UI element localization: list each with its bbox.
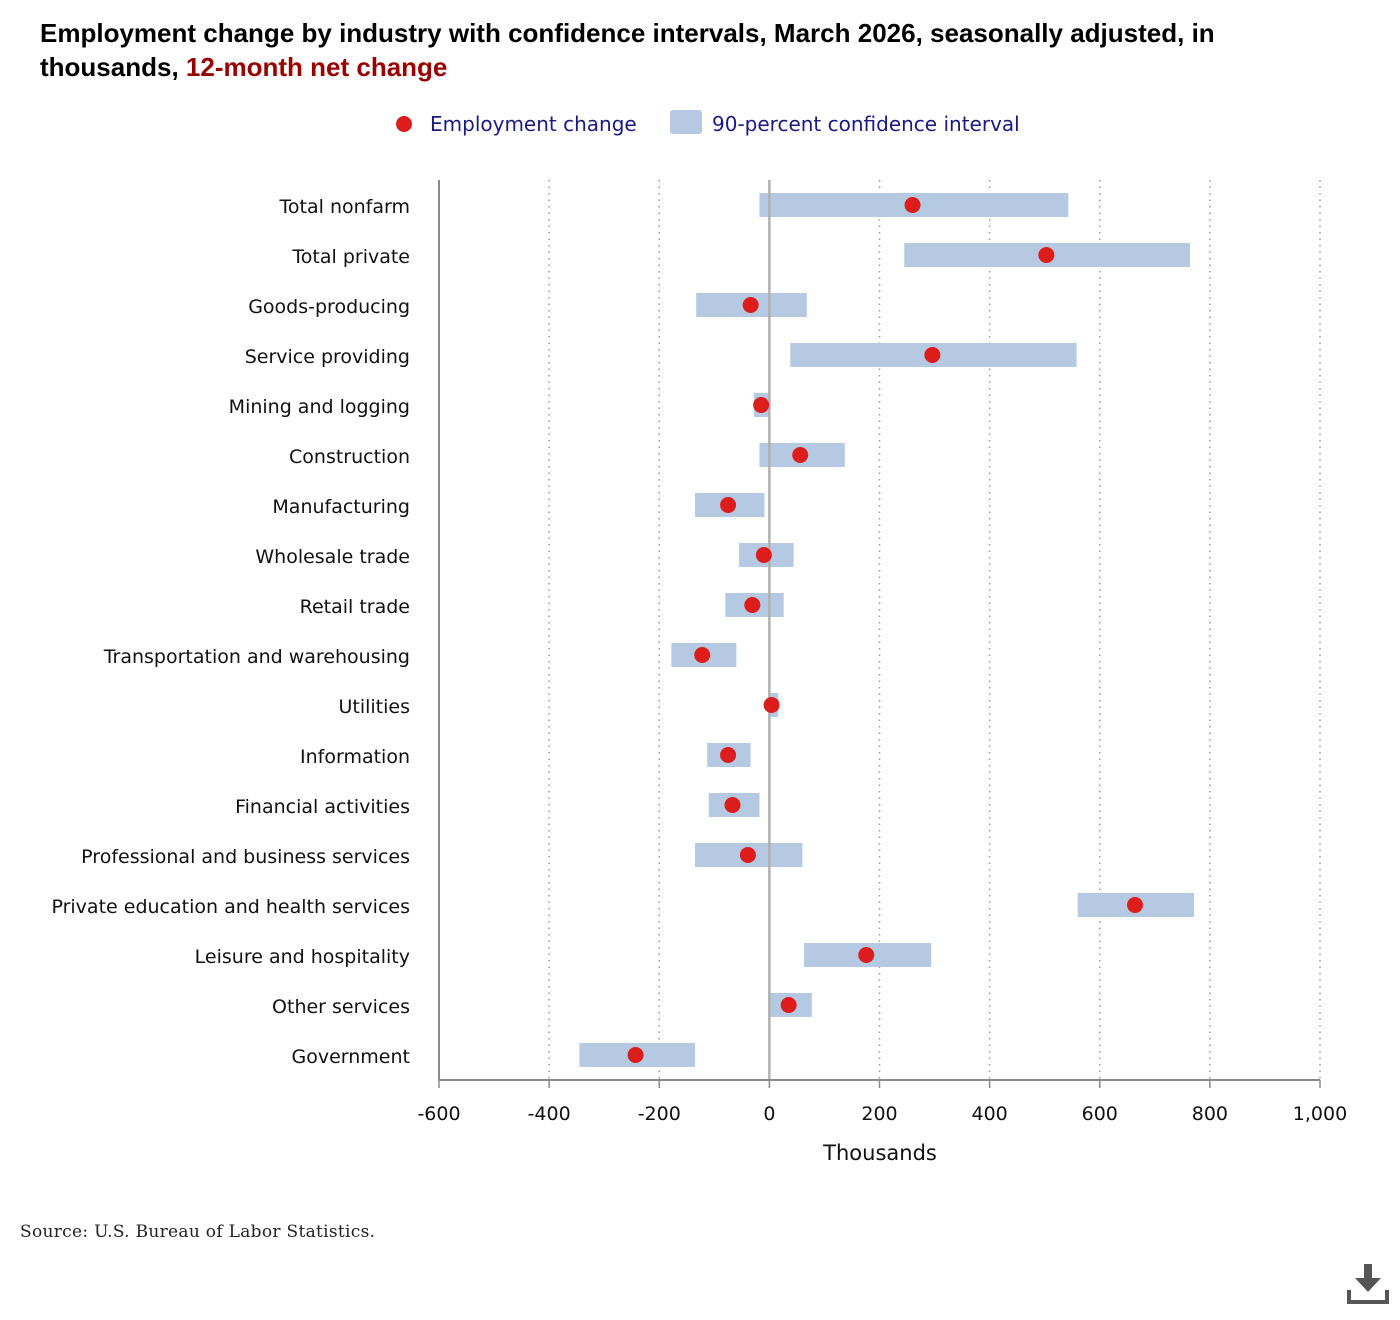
legend-rect-icon: [670, 110, 702, 134]
employment-change-point[interactable]: [858, 947, 875, 963]
chart-title-main: Employment change by industry with confi…: [40, 18, 1215, 82]
category-label: Information: [300, 746, 410, 768]
chart-title: Employment change by industry with confi…: [40, 16, 1360, 84]
employment-change-point[interactable]: [694, 647, 711, 663]
category-label: Professional and business services: [81, 846, 410, 868]
category-label: Goods-producing: [248, 296, 410, 318]
download-icon: [1347, 1264, 1389, 1304]
employment-change-point[interactable]: [792, 447, 809, 463]
source-note: Source: U.S. Bureau of Labor Statistics.: [20, 1222, 376, 1242]
category-label: Transportation and warehousing: [103, 646, 410, 668]
chart-plot: Total nonfarm Total private Goods-producin…: [51, 180, 1347, 1165]
grid-lines: [548, 180, 1321, 1080]
employment-change-point[interactable]: [724, 797, 741, 813]
x-tick-label: 800: [1192, 1103, 1228, 1125]
x-tick-label: 0: [763, 1103, 775, 1125]
category-label: Total nonfarm: [279, 196, 410, 218]
chart-legend: Employment change 90-percent confidence …: [0, 108, 1400, 142]
x-tick-label: 200: [861, 1103, 897, 1125]
x-tick-label: -200: [638, 1103, 681, 1125]
legend-label-employment-change: Employment change: [430, 112, 637, 136]
x-tick-label: -600: [417, 1103, 460, 1125]
x-axis-title: Thousands: [822, 1141, 937, 1165]
employment-change-point[interactable]: [739, 847, 756, 863]
legend-label-confidence-interval: 90-percent confidence interval: [712, 112, 1020, 136]
legend-item-employment-change[interactable]: Employment change: [394, 108, 644, 142]
employment-change-point[interactable]: [904, 197, 921, 213]
category-label: Financial activities: [235, 796, 410, 818]
legend-dot-icon: [396, 116, 412, 132]
x-tick-label: 400: [971, 1103, 1007, 1125]
employment-change-point[interactable]: [1038, 247, 1055, 263]
employment-change-point[interactable]: [720, 497, 737, 513]
category-label: Leisure and hospitality: [195, 946, 410, 968]
category-label: Utilities: [338, 696, 410, 718]
legend-item-confidence-interval[interactable]: 90-percent confidence interval: [670, 108, 1030, 142]
x-tick-label: -400: [528, 1103, 571, 1125]
employment-change-point[interactable]: [742, 297, 759, 313]
chart-title-highlight: 12-month net change: [185, 52, 448, 82]
category-label: Other services: [272, 996, 410, 1018]
x-tick-label: 600: [1082, 1103, 1118, 1125]
x-tick-label: 1,000: [1293, 1103, 1347, 1125]
employment-change-point[interactable]: [755, 547, 772, 563]
employment-change-points: [627, 197, 1143, 1063]
category-label: Government: [292, 1046, 411, 1068]
category-label: Mining and logging: [229, 396, 410, 418]
employment-change-point[interactable]: [627, 1047, 644, 1063]
category-label: Private education and health services: [51, 896, 410, 918]
employment-change-point[interactable]: [720, 747, 737, 763]
category-label: Construction: [289, 446, 410, 468]
category-label: Retail trade: [300, 596, 410, 618]
employment-change-point[interactable]: [763, 697, 780, 713]
employment-change-point[interactable]: [780, 997, 797, 1013]
category-label: Manufacturing: [272, 496, 410, 518]
employment-change-point[interactable]: [924, 347, 941, 363]
employment-change-point[interactable]: [1126, 897, 1143, 913]
employment-change-point[interactable]: [744, 597, 761, 613]
category-label: Total private: [291, 246, 410, 268]
x-tick-labels: -600 -400 -200 0 200 400 600 800 1,000: [417, 1103, 1347, 1125]
employment-change-point[interactable]: [753, 397, 770, 413]
category-labels: Total nonfarm Total private Goods-producin…: [51, 196, 410, 1068]
category-label: Wholesale trade: [255, 546, 410, 568]
axes: [438, 180, 1321, 1088]
download-button[interactable]: [1344, 1260, 1392, 1308]
category-label: Service providing: [245, 346, 410, 368]
confidence-intervals: [579, 193, 1194, 1067]
